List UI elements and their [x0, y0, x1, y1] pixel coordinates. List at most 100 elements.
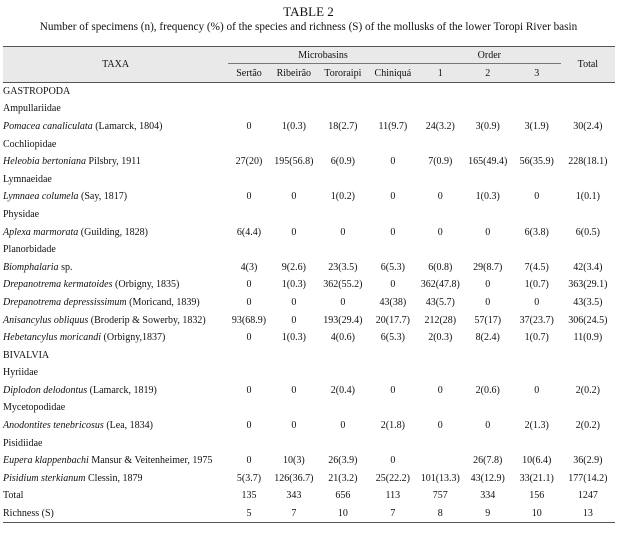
value-cell: 193(29.4) [323, 314, 363, 326]
value-cell: 0 [246, 384, 252, 396]
value-cell: 10 [337, 507, 348, 519]
value-cell: 1(0.7) [524, 332, 549, 344]
value-cell: 212(28) [424, 314, 457, 326]
table-row: Drepanotrema depressissimum (Moricand, 1… [3, 294, 615, 312]
value-cell: 0 [246, 120, 252, 132]
species-name: Lymnaea columela [3, 191, 79, 203]
value-cell: 0 [534, 191, 540, 203]
value-cell: 0 [390, 384, 396, 396]
value-cell: 0 [485, 226, 491, 238]
value-cell: 2(0.3) [428, 332, 453, 344]
table-caption: Number of specimens (n), frequency (%) o… [39, 21, 578, 33]
species-name-cell: Pomacea canaliculata (Lamarck, 1804) [3, 118, 228, 136]
value-cell: 11(9.7) [378, 120, 408, 132]
col-header-chiniqua: Chiniquá [367, 63, 418, 83]
species-name: Diplodon delodontus [3, 384, 88, 396]
value-cell: 56(35.9) [519, 156, 554, 168]
value-cell: 5(3.7) [236, 472, 262, 484]
species-author: (Broderip & Sowerby, 1832) [88, 314, 206, 326]
value-cell: 0 [246, 420, 252, 432]
species-name: Pomacea canaliculata [3, 120, 93, 132]
species-author: (Say, 1817) [78, 191, 128, 203]
value-cell: 20(17.7) [375, 314, 410, 326]
value-cell: 0 [246, 279, 252, 291]
table-row: Pisidium sterkianum Clessin, 1879 5(3.7) 1… [3, 470, 615, 488]
table-row: Hyriidae [3, 364, 615, 382]
value-cell: 0 [485, 279, 491, 291]
value-cell: 7(0.9) [428, 156, 453, 168]
value-cell: 6(0.5) [575, 226, 600, 238]
value-cell: 1(0.1) [575, 191, 600, 203]
species-name-cell: Pisidium sterkianum Clessin, 1879 [3, 470, 228, 488]
value-cell: 43(12.9) [470, 472, 505, 484]
value-cell: 6(4.4) [236, 226, 262, 238]
value-cell: 8 [437, 507, 443, 519]
table-label: TABLE 2 [283, 4, 334, 19]
species-name-cell: Anodontites tenebricosus (Lea, 1834) [3, 417, 228, 435]
value-cell: 43(3.5) [573, 296, 603, 308]
value-cell: 0 [485, 296, 491, 308]
order-header: Order [417, 46, 561, 64]
table-row: Pomacea canaliculata (Lamarck, 1804) 0 1(0… [3, 118, 615, 136]
col-header-sertao: Sertão [228, 63, 270, 83]
value-cell: 13 [582, 507, 593, 519]
value-cell: 0 [246, 296, 252, 308]
table-row: Lymnaea columela (Say, 1817) 0 0 1(0.2) 0 0 1(… [3, 188, 615, 206]
value-cell: 135 [241, 490, 257, 502]
species-author: Pilsbry, 1911 [86, 156, 141, 168]
value-cell: 362(55.2) [323, 279, 363, 291]
value-cell: 757 [432, 490, 448, 502]
value-cell: 156 [529, 490, 545, 502]
species-author: sp. [58, 261, 73, 273]
value-cell: 363(29.1) [568, 279, 608, 291]
total-header: Total [560, 46, 615, 83]
value-cell: 1(0.3) [281, 120, 306, 132]
species-name: Eupera klappenbachi [3, 455, 89, 467]
family-label: Mycetopodidae [3, 402, 66, 414]
table-row: Cochliopidae [3, 135, 615, 153]
value-cell: 0 [340, 420, 346, 432]
value-cell: 0 [390, 191, 396, 203]
microbasins-header: Microbasins [228, 46, 418, 64]
value-cell: 0 [291, 314, 297, 326]
table-row: Richness (S) 5 7 10 7 8 9 10 13 [3, 505, 615, 523]
value-cell: 101(13.3) [420, 472, 460, 484]
value-cell: 30(2.4) [573, 120, 603, 132]
value-cell: 10 [531, 507, 542, 519]
species-name-cell: Drepanotrema kermatoides (Orbigny, 1835) [3, 276, 228, 294]
value-cell: 3(0.9) [475, 120, 500, 132]
value-cell: 0 [437, 420, 443, 432]
value-cell: 7 [291, 507, 297, 519]
value-cell: 9 [485, 507, 491, 519]
class-label: BIVALVIA [3, 349, 50, 361]
value-cell: 0 [437, 191, 443, 203]
value-cell: 57(17) [474, 314, 502, 326]
value-cell: 0 [437, 226, 443, 238]
value-cell: 1(0.7) [524, 279, 549, 291]
value-cell: 23(3.5) [328, 261, 358, 273]
species-author: (Orbigny,1837) [101, 332, 166, 344]
value-cell: 10(6.4) [522, 455, 552, 467]
table-row: GASTROPODA [3, 83, 615, 101]
value-cell: 177(14.2) [568, 472, 608, 484]
value-cell: 0 [437, 384, 443, 396]
species-author: (Lea, 1834) [103, 420, 153, 432]
value-cell: 0 [390, 455, 396, 467]
table-row: Ampullariidae [3, 100, 615, 118]
value-cell: 37(23.7) [519, 314, 554, 326]
table-row: Anodontites tenebricosus (Lea, 1834) 0 0 0 2… [3, 417, 615, 435]
value-cell: 0 [291, 384, 297, 396]
species-name-cell: Aplexa marmorata (Guilding, 1828) [3, 223, 228, 241]
species-name: Anisancylus obliquus [3, 314, 89, 326]
family-label: Lymnaeidae [3, 173, 52, 185]
species-name-cell: Drepanotrema depressissimum (Moricand, 1… [3, 294, 228, 312]
table-row: Pisidiidae [3, 434, 615, 452]
table-row: Aplexa marmorata (Guilding, 1828) 6(4.4) 0… [3, 223, 615, 241]
table-row: Heleobia bertoniana Pilsbry, 1911 27(20) 1… [3, 153, 615, 171]
value-cell: 362(47.8) [420, 279, 460, 291]
value-cell: 4(3) [240, 261, 258, 273]
family-label: Hyriidae [3, 367, 38, 379]
table-row: Hebetancylus moricandi (Orbigny,1837) 0 1(… [3, 329, 615, 347]
col-header-tororaipi: Tororaipi [317, 63, 368, 83]
value-cell: 43(5.7) [425, 296, 455, 308]
